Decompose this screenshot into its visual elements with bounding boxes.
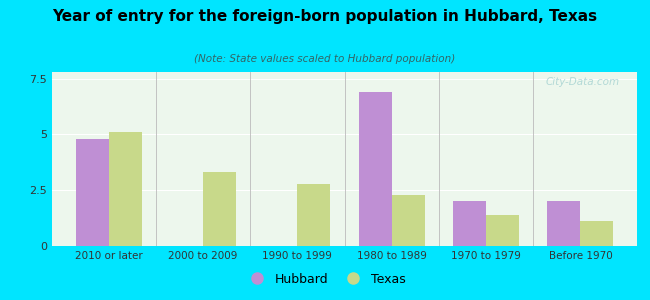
Text: Year of entry for the foreign-born population in Hubbard, Texas: Year of entry for the foreign-born popul… (53, 9, 597, 24)
Bar (109, 132, 142, 246)
Bar (580, 221, 614, 246)
Bar (359, 92, 392, 246)
Bar (203, 172, 236, 246)
Bar (297, 184, 330, 246)
Bar (75, 139, 109, 246)
Legend: Hubbard, Texas: Hubbard, Texas (240, 268, 410, 291)
Text: City-Data.com: City-Data.com (545, 77, 619, 87)
Text: (Note: State values scaled to Hubbard population): (Note: State values scaled to Hubbard po… (194, 54, 456, 64)
Bar (392, 195, 424, 246)
Bar (547, 201, 580, 246)
Bar (486, 215, 519, 246)
Bar (453, 201, 486, 246)
